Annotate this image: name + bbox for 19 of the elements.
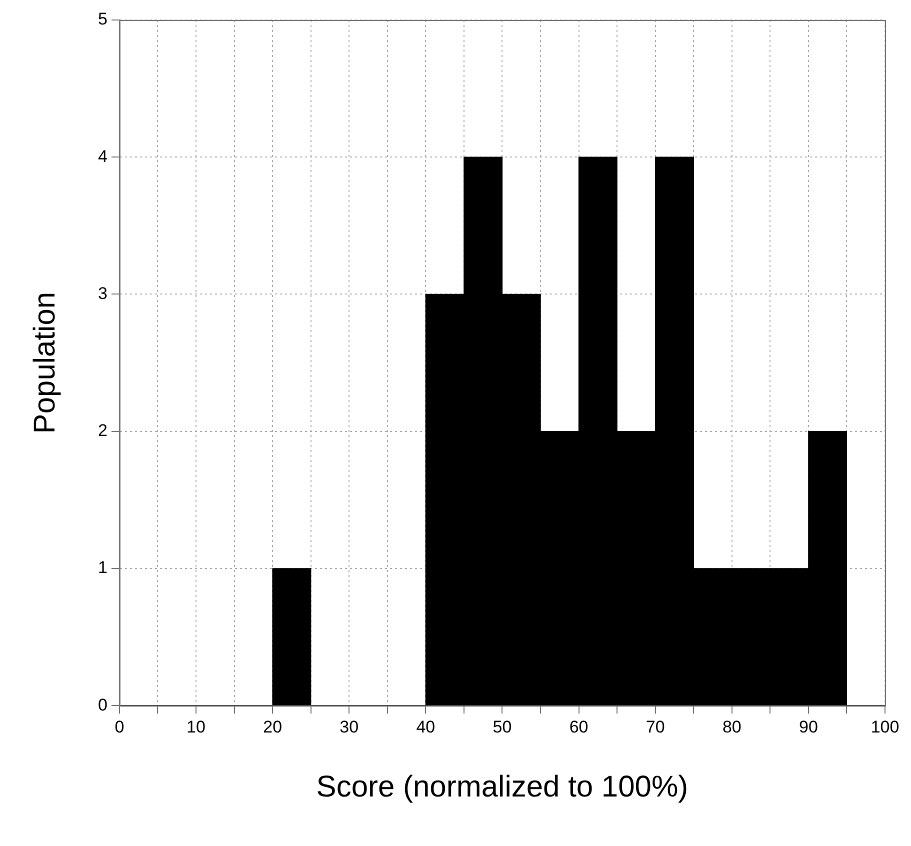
x-tick-label: 90 [798, 717, 818, 736]
x-tick-label: 30 [340, 717, 359, 736]
y-tick-label: 5 [98, 10, 108, 29]
x-tick-label: 20 [263, 717, 282, 736]
x-tick-label: 60 [569, 717, 588, 736]
y-axis-title: Population [28, 292, 62, 434]
x-tick-label: 80 [722, 717, 742, 736]
x-tick-label: 70 [646, 717, 665, 736]
x-tick-label: 10 [186, 717, 206, 736]
y-tick-label: 3 [98, 284, 108, 303]
y-tick-label: 0 [98, 695, 108, 714]
x-tick-label: 50 [492, 717, 512, 736]
x-tick-label: 0 [114, 717, 124, 736]
x-tick-label: 100 [870, 717, 900, 736]
x-axis-title: Score (normalized to 100%) [316, 770, 688, 804]
y-tick-label: 2 [98, 421, 108, 440]
y-tick-label: 1 [98, 558, 108, 578]
y-tick-label: 4 [98, 146, 108, 166]
x-tick-label: 40 [416, 717, 436, 736]
